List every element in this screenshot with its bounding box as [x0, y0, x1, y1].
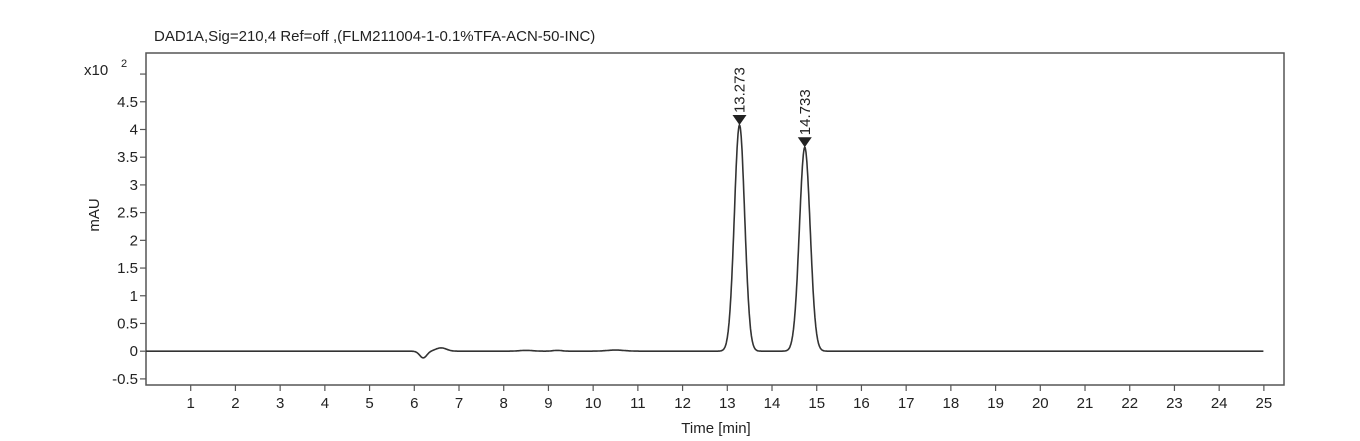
x-tick-label: 25 [1256, 395, 1273, 412]
chart-title: DAD1A,Sig=210,4 Ref=off ,(FLM211004-1-0.… [154, 28, 595, 45]
x-axis-label: Time [min] [681, 420, 750, 437]
y-multiplier-label: x10 [84, 62, 108, 79]
x-tick-label: 1 [187, 395, 195, 412]
y-tick-label: 4 [130, 121, 138, 138]
y-tick-label: 1 [130, 288, 138, 305]
peak-marker [797, 137, 812, 148]
y-tick-label: 2.5 [117, 205, 138, 222]
x-tick-label: 11 [630, 395, 646, 412]
x-tick-label: 7 [455, 395, 463, 412]
x-tick-label: 14 [764, 395, 781, 412]
y-tick-label: 0.5 [117, 315, 138, 332]
x-tick-label: 13 [719, 395, 736, 412]
x-tick-label: 16 [853, 395, 870, 412]
x-tick-label: 17 [898, 395, 915, 412]
x-tick-label: 9 [544, 395, 552, 412]
y-tick-label: 3 [130, 177, 138, 194]
signal-trace [146, 123, 1264, 359]
x-tick-label: 20 [1032, 395, 1049, 412]
y-tick-label: 2 [130, 232, 138, 249]
x-tick-label: 19 [987, 395, 1004, 412]
y-tick-label: 4.5 [117, 94, 138, 111]
x-tick-label: 23 [1166, 395, 1183, 412]
x-tick-label: 8 [500, 395, 508, 412]
y-multiplier-exponent: 2 [121, 58, 127, 70]
x-tick-label: 18 [943, 395, 960, 412]
peak-label: 14.733 [797, 89, 814, 135]
x-tick-label: 15 [808, 395, 825, 412]
x-tick-label: 6 [410, 395, 418, 412]
x-tick-label: 21 [1077, 395, 1094, 412]
y-tick-label: 0 [130, 343, 138, 360]
x-tick-label: 2 [231, 395, 239, 412]
y-tick-label: -0.5 [112, 371, 138, 388]
x-tick-label: 5 [365, 395, 373, 412]
y-tick-label: 3.5 [117, 149, 138, 166]
x-tick-label: 22 [1121, 395, 1138, 412]
x-tick-label: 4 [321, 395, 329, 412]
x-tick-label: 12 [674, 395, 691, 412]
y-tick-label: 1.5 [117, 260, 138, 277]
x-tick-label: 24 [1211, 395, 1228, 412]
peak-label: 13.273 [732, 67, 749, 113]
y-axis-label: mAU [86, 198, 103, 231]
x-tick-label: 3 [276, 395, 284, 412]
peak-marker [732, 115, 747, 126]
plot-frame [145, 52, 1285, 386]
x-tick-label: 10 [585, 395, 602, 412]
